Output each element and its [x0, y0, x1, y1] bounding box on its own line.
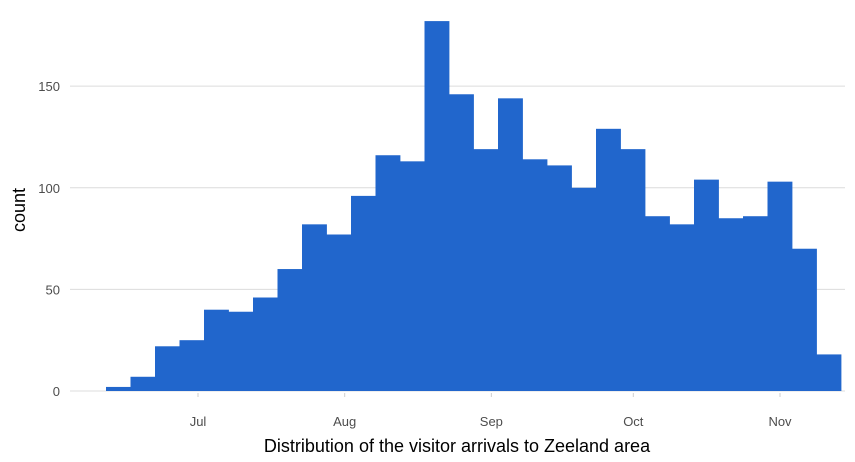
- histogram-bar: [351, 195, 376, 391]
- histogram-bar: [253, 297, 278, 391]
- histogram-bar: [130, 376, 156, 391]
- x-tick-label: Jul: [190, 414, 207, 429]
- histogram-bar: [473, 149, 499, 391]
- x-tick-label: Oct: [623, 414, 644, 429]
- histogram-bar: [277, 269, 303, 391]
- histogram-bar: [449, 94, 474, 391]
- histogram-bar: [767, 181, 793, 391]
- histogram-bar: [400, 161, 425, 391]
- x-tick-label: Aug: [333, 414, 356, 429]
- histogram-bar: [694, 179, 719, 391]
- histogram-bar: [155, 346, 180, 391]
- histogram-bar: [743, 216, 768, 391]
- histogram-bar: [302, 224, 327, 391]
- y-tick-label: 100: [38, 181, 60, 196]
- x-tick-label: Sep: [480, 414, 503, 429]
- y-tick-label: 0: [53, 384, 60, 399]
- histogram-bar: [375, 155, 401, 391]
- x-tick-label: Nov: [768, 414, 792, 429]
- histogram-bar: [792, 248, 817, 391]
- histogram-bar: [816, 354, 842, 391]
- histogram-bar: [645, 216, 670, 391]
- bar-layer: [106, 21, 842, 392]
- y-tick-label: 50: [46, 282, 60, 297]
- x-axis-title: Distribution of the visitor arrivals to …: [264, 436, 651, 456]
- histogram-bar: [424, 21, 450, 392]
- histogram-bar: [522, 159, 548, 391]
- histogram-bar: [571, 187, 597, 391]
- histogram-bar: [228, 311, 254, 391]
- x-tick-layer: Jul Aug Sep Oct Nov: [190, 393, 792, 429]
- histogram-bar: [620, 149, 646, 391]
- histogram-bar: [547, 165, 572, 391]
- histogram-bar: [498, 98, 523, 392]
- histogram-bar: [204, 309, 229, 391]
- histogram-bar: [718, 218, 744, 391]
- histogram-bar: [326, 234, 352, 391]
- histogram-bar: [596, 128, 621, 391]
- y-tick-layer: 0 50 100 150: [38, 79, 60, 399]
- y-axis-title: count: [9, 188, 29, 232]
- histogram-bar: [179, 340, 205, 391]
- histogram-bar: [106, 386, 131, 391]
- histogram-bar: [669, 224, 695, 391]
- y-tick-label: 150: [38, 79, 60, 94]
